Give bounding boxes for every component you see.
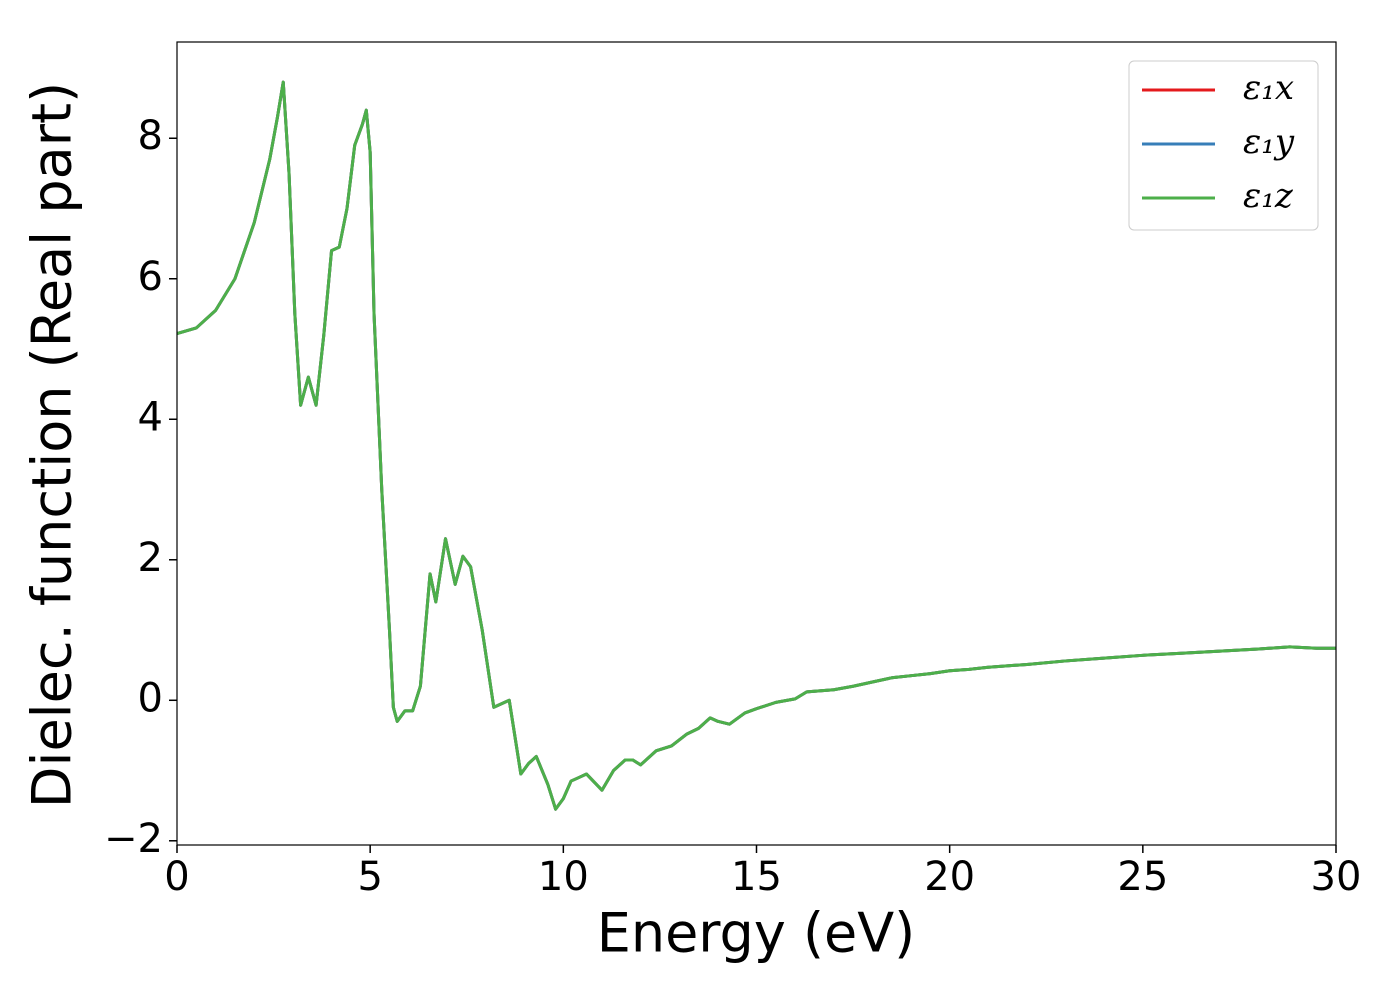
legend-label: ε₁x (1243, 68, 1294, 108)
y-tick-label: 8 (138, 113, 163, 159)
x-tick-label: 25 (1117, 854, 1168, 900)
y-tick-label: −2 (104, 816, 163, 862)
data-line (176, 80, 1336, 811)
legend: ε₁x ε₁y ε₁z (1128, 60, 1319, 231)
y-tick-label: 6 (138, 254, 163, 300)
x-tick-label: 10 (538, 854, 589, 900)
x-tick-label: 0 (164, 854, 189, 900)
legend-box (1128, 60, 1319, 231)
y-axis-label: Dielec. function (Real part) (21, 82, 84, 808)
legend-label: ε₁y (1243, 122, 1295, 162)
plot-frame (176, 41, 1337, 846)
y-tick-label: 0 (138, 675, 163, 721)
x-tick-label: 30 (1311, 854, 1362, 900)
y-tick-label: 2 (138, 535, 163, 581)
x-tick-label: 5 (357, 854, 382, 900)
y-tick-label: 4 (138, 394, 163, 440)
legend-label: ε₁z (1243, 176, 1294, 216)
x-tick-label: 15 (731, 854, 782, 900)
x-axis-label: Energy (eV) (597, 902, 916, 965)
x-tick-label: 20 (924, 854, 975, 900)
